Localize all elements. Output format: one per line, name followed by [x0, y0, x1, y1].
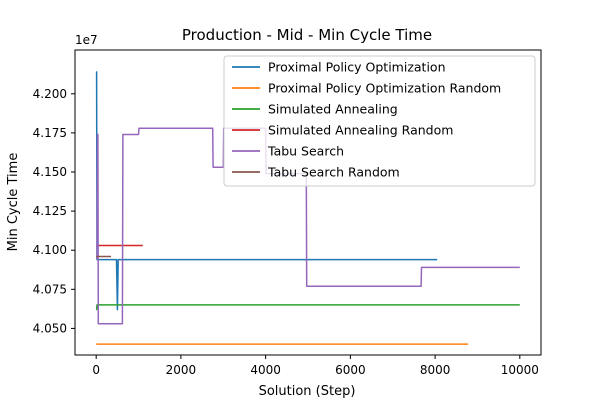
legend-label: Tabu Search Random [267, 165, 400, 180]
y-offset-label: 1e7 [75, 33, 98, 47]
y-tick-label: 4.050 [33, 321, 67, 335]
axis-layer: 0 2000 4000 6000 8000 10000 4.050 4.075 4.100 4.1… [33, 87, 539, 377]
x-tick-label: 2000 [166, 363, 197, 377]
legend-label: Simulated Annealing Random [268, 123, 453, 138]
y-tick-label: 4.125 [33, 204, 67, 218]
x-tick-label: 8000 [420, 363, 451, 377]
legend: Proximal Policy Optimization Proximal Pol… [223, 55, 536, 187]
y-tick-label: 4.200 [33, 87, 67, 101]
y-tick-label: 4.100 [33, 243, 67, 257]
plot-frame [74, 49, 542, 356]
x-axis-label: Solution (Step) [259, 384, 356, 399]
x-tick-label: 6000 [335, 363, 366, 377]
x-tick-label: 10000 [501, 363, 539, 377]
y-tick-label: 4.075 [33, 282, 67, 296]
y-axis-label: Min Cycle Time [6, 153, 21, 252]
x-tick-label: 0 [92, 363, 100, 377]
legend-label: Tabu Search [267, 144, 344, 159]
x-tick-label: 4000 [250, 363, 281, 377]
legend-label: Proximal Policy Optimization [268, 60, 446, 75]
series-line-0 [95, 71, 438, 311]
series-line-2 [95, 304, 520, 311]
legend-label: Proximal Policy Optimization Random [268, 81, 501, 96]
y-tick-label: 4.175 [33, 126, 67, 140]
legend-box [223, 55, 536, 187]
series-layer [95, 71, 520, 345]
chart-title: Production - Mid - Min Cycle Time [182, 26, 432, 44]
y-tick-label: 4.150 [33, 165, 67, 179]
series-line-4 [96, 127, 520, 325]
legend-label: Simulated Annealing [268, 102, 398, 117]
